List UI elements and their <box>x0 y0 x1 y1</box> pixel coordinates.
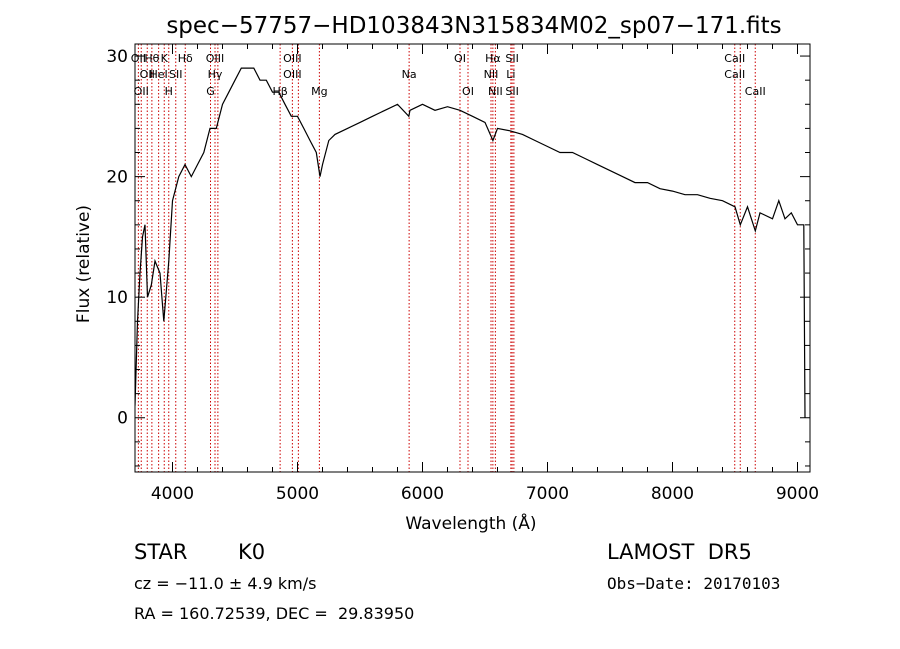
line-label: SII <box>169 68 182 81</box>
object-class: STAR <box>134 540 188 564</box>
line-label: Hδ <box>178 52 193 65</box>
line-label: G <box>206 85 215 98</box>
y-tick-label: 30 <box>106 47 128 67</box>
line-label: Hγ <box>208 68 223 81</box>
line-label: OI <box>454 52 466 65</box>
line-label: CaII <box>724 68 745 81</box>
y-axis-label: Flux (relative) <box>74 205 94 323</box>
line-label: Hβ <box>272 85 287 98</box>
line-label: Li <box>506 68 515 81</box>
line-label: CaII <box>724 52 745 65</box>
plot-frame <box>134 43 811 473</box>
spectrum-line-0 <box>135 67 806 418</box>
line-label: SII <box>505 85 518 98</box>
line-label: K <box>161 52 169 65</box>
line-label: OII <box>134 85 149 98</box>
object-subclass: K0 <box>238 540 266 564</box>
line-label: OI <box>462 85 474 98</box>
y-tick-label: 10 <box>106 288 128 308</box>
x-tick-label: 8000 <box>651 484 694 504</box>
line-label: OIII <box>283 68 301 81</box>
line-label: NII <box>484 68 499 81</box>
y-tick-label: 0 <box>117 409 128 429</box>
axis-ticks: 4000 5000 6000 7000 8000 9000 0 10 20 30 <box>106 44 819 504</box>
line-label: NII <box>488 85 503 98</box>
line-label: OII <box>140 68 155 81</box>
spectrum-series <box>135 67 806 418</box>
line-label: Na <box>402 68 417 81</box>
x-tick-label: 5000 <box>276 484 319 504</box>
line-label: CaII <box>745 85 766 98</box>
emission-line-markers <box>137 44 756 472</box>
line-label: OIII <box>283 52 301 65</box>
coordinates: RA = 160.72539, DEC = 29.83950 <box>134 604 415 623</box>
x-tick-label: 7000 <box>526 484 569 504</box>
line-label: Mg <box>311 85 327 98</box>
line-label: H <box>165 85 173 98</box>
x-tick-label: 6000 <box>401 484 444 504</box>
line-label: SII <box>505 52 518 65</box>
x-axis-label: Wavelength (Å) <box>405 512 536 534</box>
survey-name: LAMOST DR5 <box>607 540 752 564</box>
chart-title: spec−57757−HD103843N315834M02_sp07−171.f… <box>166 13 781 39</box>
redshift-value: cz = −11.0 ± 4.9 km/s <box>134 574 317 593</box>
line-label: OIII <box>206 52 224 65</box>
line-label: Hα <box>485 52 501 65</box>
y-tick-label: 20 <box>106 168 128 188</box>
line-label: HeI <box>149 68 167 81</box>
emission-line-labels: OIIOIIOIIHθHeIKHSIIHδGOIIIHγHβOIIIOIIIMg… <box>131 52 766 98</box>
line-label: Hθ <box>144 52 159 65</box>
x-tick-label: 9000 <box>776 484 819 504</box>
observation-date: Obs−Date: 20170103 <box>607 574 781 593</box>
x-tick-label: 4000 <box>151 484 194 504</box>
